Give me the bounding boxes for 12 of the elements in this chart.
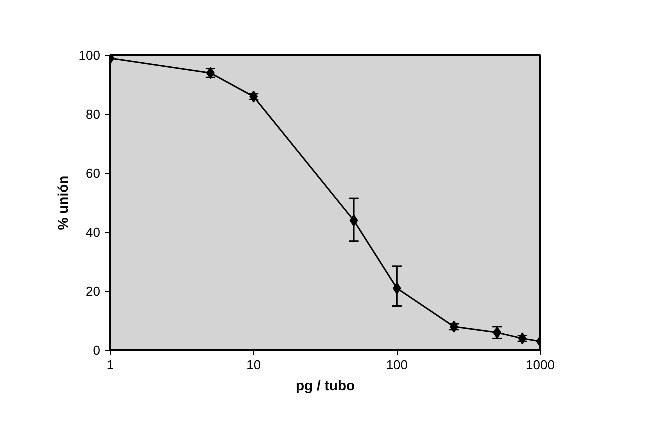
x-tick-label: 1000	[526, 358, 555, 372]
x-axis-title: pg / tubo	[296, 378, 356, 394]
y-tick-label: 0	[93, 343, 101, 358]
y-tick-label: 20	[86, 284, 101, 299]
x-tick-label: 100	[386, 358, 408, 372]
x-tick-label: 10	[246, 358, 262, 372]
x-tick-label: 1	[106, 358, 114, 372]
y-tick-label: 80	[86, 107, 101, 122]
y-tick-label: 100	[78, 48, 101, 63]
y-tick-label: 40	[86, 225, 101, 240]
y-axis-title: % unión	[54, 176, 71, 230]
y-tick-label: 60	[86, 166, 101, 181]
